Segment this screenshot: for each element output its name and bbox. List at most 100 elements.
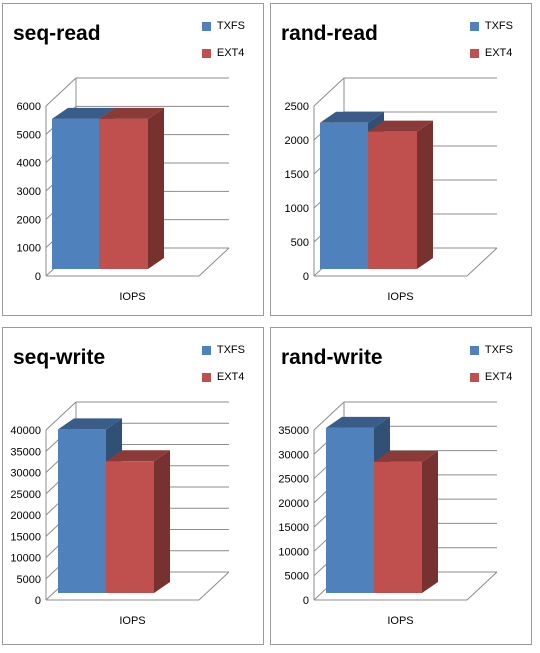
legend-entry-txfs: TXFS [201,19,245,33]
bar-ext4-side [154,450,170,593]
y-tick-label: 30000 [10,468,41,480]
legend-label: TXFS [216,344,245,356]
y-tick-label: 30000 [278,449,309,461]
legend-label: EXT4 [484,371,513,383]
bar-txfs [326,427,374,593]
bar-ext4-side [417,120,433,269]
y-tick-label: 500 [291,237,309,249]
gridline-diagonal [313,401,345,431]
y-tick-label: 0 [35,595,41,607]
y-tick-label: 20000 [10,510,41,522]
x-category-label: IOPS [387,615,413,627]
y-tick-label: 0 [303,595,309,607]
bar-txfs [58,429,106,593]
bar-ext4 [368,131,417,269]
bar-txfs-top [58,418,122,430]
chart-panel-seq-read: seq-read TXFS EXT4 0 1000 2000 3000 4000 5000… [2,3,264,316]
bar-ext4-top [374,450,438,462]
y-tick-label: 0 [303,271,309,283]
y-tick-label: 5000 [17,574,41,586]
legend: TXFS EXT4 [201,19,245,73]
floor-edge [466,247,498,277]
y-tick-label: 0 [35,271,41,283]
floor-edge [198,247,230,277]
bar-ext4 [99,118,148,269]
chart-plot: 0 5000 10000 15000 20000 25000 30000 35000 40000… [10,401,230,627]
legend-swatch-ext4 [201,48,211,58]
legend-entry-ext4: EXT4 [201,46,245,60]
bar-txfs [320,122,368,269]
chart-title: rand-write [281,346,383,369]
legend: TXFS EXT4 [469,343,513,397]
y-tick-label: 2000 [17,214,41,226]
y-tick-label: 5000 [285,571,309,583]
gridline-diagonal [313,77,345,107]
chart-plot: 0 1000 2000 3000 4000 5000 6000 IOPS [17,77,230,303]
chart-plot: 0 5000 10000 15000 20000 25000 30000 35000 IOPS [278,401,498,627]
bar-ext4-side [422,450,438,593]
legend-swatch-txfs [201,21,211,31]
chart-plot: 0 500 1000 1500 2000 2500 IOPS [285,77,498,303]
floor-edge [198,571,230,601]
legend-swatch-ext4 [201,372,211,382]
chart-panel-seq-write: seq-write TXFS EXT4 0 5000 10000 15000 20000… [2,327,264,645]
y-tick-label: 4000 [17,158,41,170]
bar-txfs-top [326,416,390,428]
chart-title: rand-read [281,22,378,45]
legend-label: TXFS [484,344,513,356]
legend-label: EXT4 [484,47,513,59]
x-category-label: IOPS [119,615,145,627]
y-tick-label: 15000 [278,522,309,534]
bar-ext4 [106,461,154,593]
x-category-label: IOPS [119,291,145,303]
chart-panel-rand-read: rand-read TXFS EXT4 0 500 1000 1500 2000 2500… [270,3,532,316]
bar-ext4 [374,461,422,593]
legend-swatch-txfs [201,345,211,355]
chart-title: seq-write [13,346,106,369]
legend-label: TXFS [216,20,245,32]
y-tick-label: 20000 [278,498,309,510]
y-tick-label: 2500 [285,101,309,113]
floor-edge [466,571,498,601]
legend-entry-txfs: TXFS [201,343,245,357]
y-tick-label: 15000 [10,531,41,543]
legend-swatch-ext4 [469,372,479,382]
y-tick-label: 35000 [278,425,309,437]
bar-txfs-top [320,111,384,123]
legend-entry-txfs: TXFS [469,343,513,357]
bar-ext4-top [368,120,433,132]
y-tick-label: 25000 [278,474,309,486]
y-tick-label: 3000 [17,186,41,198]
legend: TXFS EXT4 [469,19,513,73]
y-tick-label: 35000 [10,446,41,458]
gridline-diagonal [45,77,77,107]
legend-entry-txfs: TXFS [469,19,513,33]
y-tick-label: 5000 [17,129,41,141]
legend-swatch-txfs [469,21,479,31]
y-tick-label: 25000 [10,489,41,501]
gridline-diagonal [45,401,77,431]
chart-panel-rand-write: rand-write TXFS EXT4 0 5000 10000 15000 2000… [270,327,532,645]
legend-entry-ext4: EXT4 [469,370,513,384]
y-tick-label: 2000 [285,135,309,147]
y-tick-label: 6000 [17,101,41,113]
chart-title: seq-read [13,22,101,45]
bar-ext4-side [148,107,164,269]
bar-ext4-top [99,107,164,119]
y-tick-label: 40000 [10,425,41,437]
legend: TXFS EXT4 [201,343,245,397]
y-tick-label: 1000 [285,203,309,215]
legend-swatch-txfs [469,345,479,355]
legend-swatch-ext4 [469,48,479,58]
bar-txfs [52,118,99,269]
y-tick-label: 1500 [285,169,309,181]
legend-entry-ext4: EXT4 [469,46,513,60]
legend-label: EXT4 [216,371,245,383]
legend-label: EXT4 [216,47,245,59]
bar-txfs-top [52,107,115,119]
legend-label: TXFS [484,20,513,32]
legend-entry-ext4: EXT4 [201,370,245,384]
bar-ext4-top [106,450,170,462]
y-tick-label: 10000 [10,553,41,565]
y-tick-label: 1000 [17,243,41,255]
